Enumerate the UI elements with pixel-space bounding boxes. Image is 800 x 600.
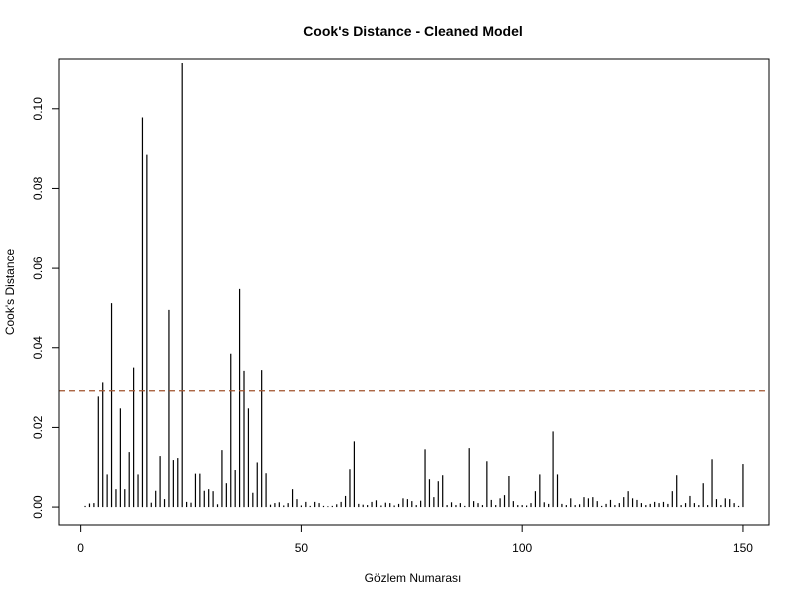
plot-frame [58,58,770,526]
y-tick-label: 0.10 [31,97,45,121]
y-tick-label: 0.04 [31,336,45,360]
x-tick-label: 0 [77,541,84,555]
x-axis: 0 50 100 150 [77,524,753,555]
bars-group [84,62,744,508]
y-tick-label: 0.02 [31,415,45,439]
y-axis-label: Cook's Distance [3,249,17,336]
x-axis-label: Gözlem Numarası [365,571,462,585]
x-tick-label: 150 [733,541,753,555]
x-tick-label: 50 [295,541,309,555]
chart-title: Cook's Distance - Cleaned Model [303,23,523,39]
x-tick-label: 100 [512,541,532,555]
y-tick-label: 0.06 [31,256,45,280]
y-tick-label: 0.00 [31,495,45,519]
y-axis: 0.00 0.02 0.04 0.06 0.08 0.10 [31,97,60,519]
y-tick-label: 0.08 [31,176,45,200]
